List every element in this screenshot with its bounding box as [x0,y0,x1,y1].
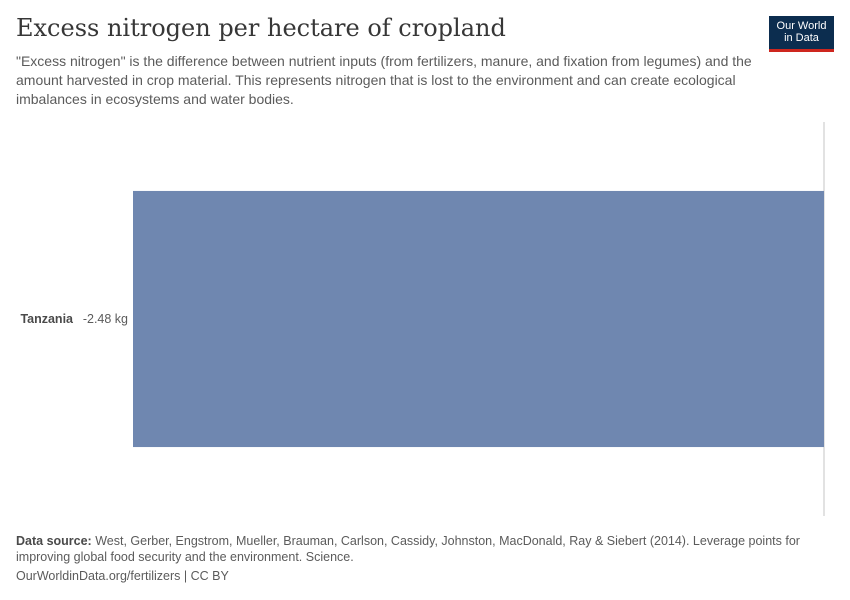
source-url-link[interactable]: OurWorldinData.org/fertilizers | CC BY [16,569,229,583]
chart-title: Excess nitrogen per hectare of cropland [16,14,506,42]
source-label: Data source: [16,534,92,548]
logo-line-2: in Data [784,32,819,44]
category-label: Tanzania [20,312,74,326]
value-label: -2.48 kg [83,312,128,326]
chart-subtitle: "Excess nitrogen" is the difference betw… [16,53,752,107]
bar-tanzania[interactable] [133,190,824,448]
logo-line-1: Our World [776,20,827,32]
owid-logo[interactable]: Our World in Data [769,16,834,52]
source-text: West, Gerber, Engstrom, Mueller, Brauman… [16,534,800,564]
data-source: Data source: West, Gerber, Engstrom, Mue… [16,533,806,565]
